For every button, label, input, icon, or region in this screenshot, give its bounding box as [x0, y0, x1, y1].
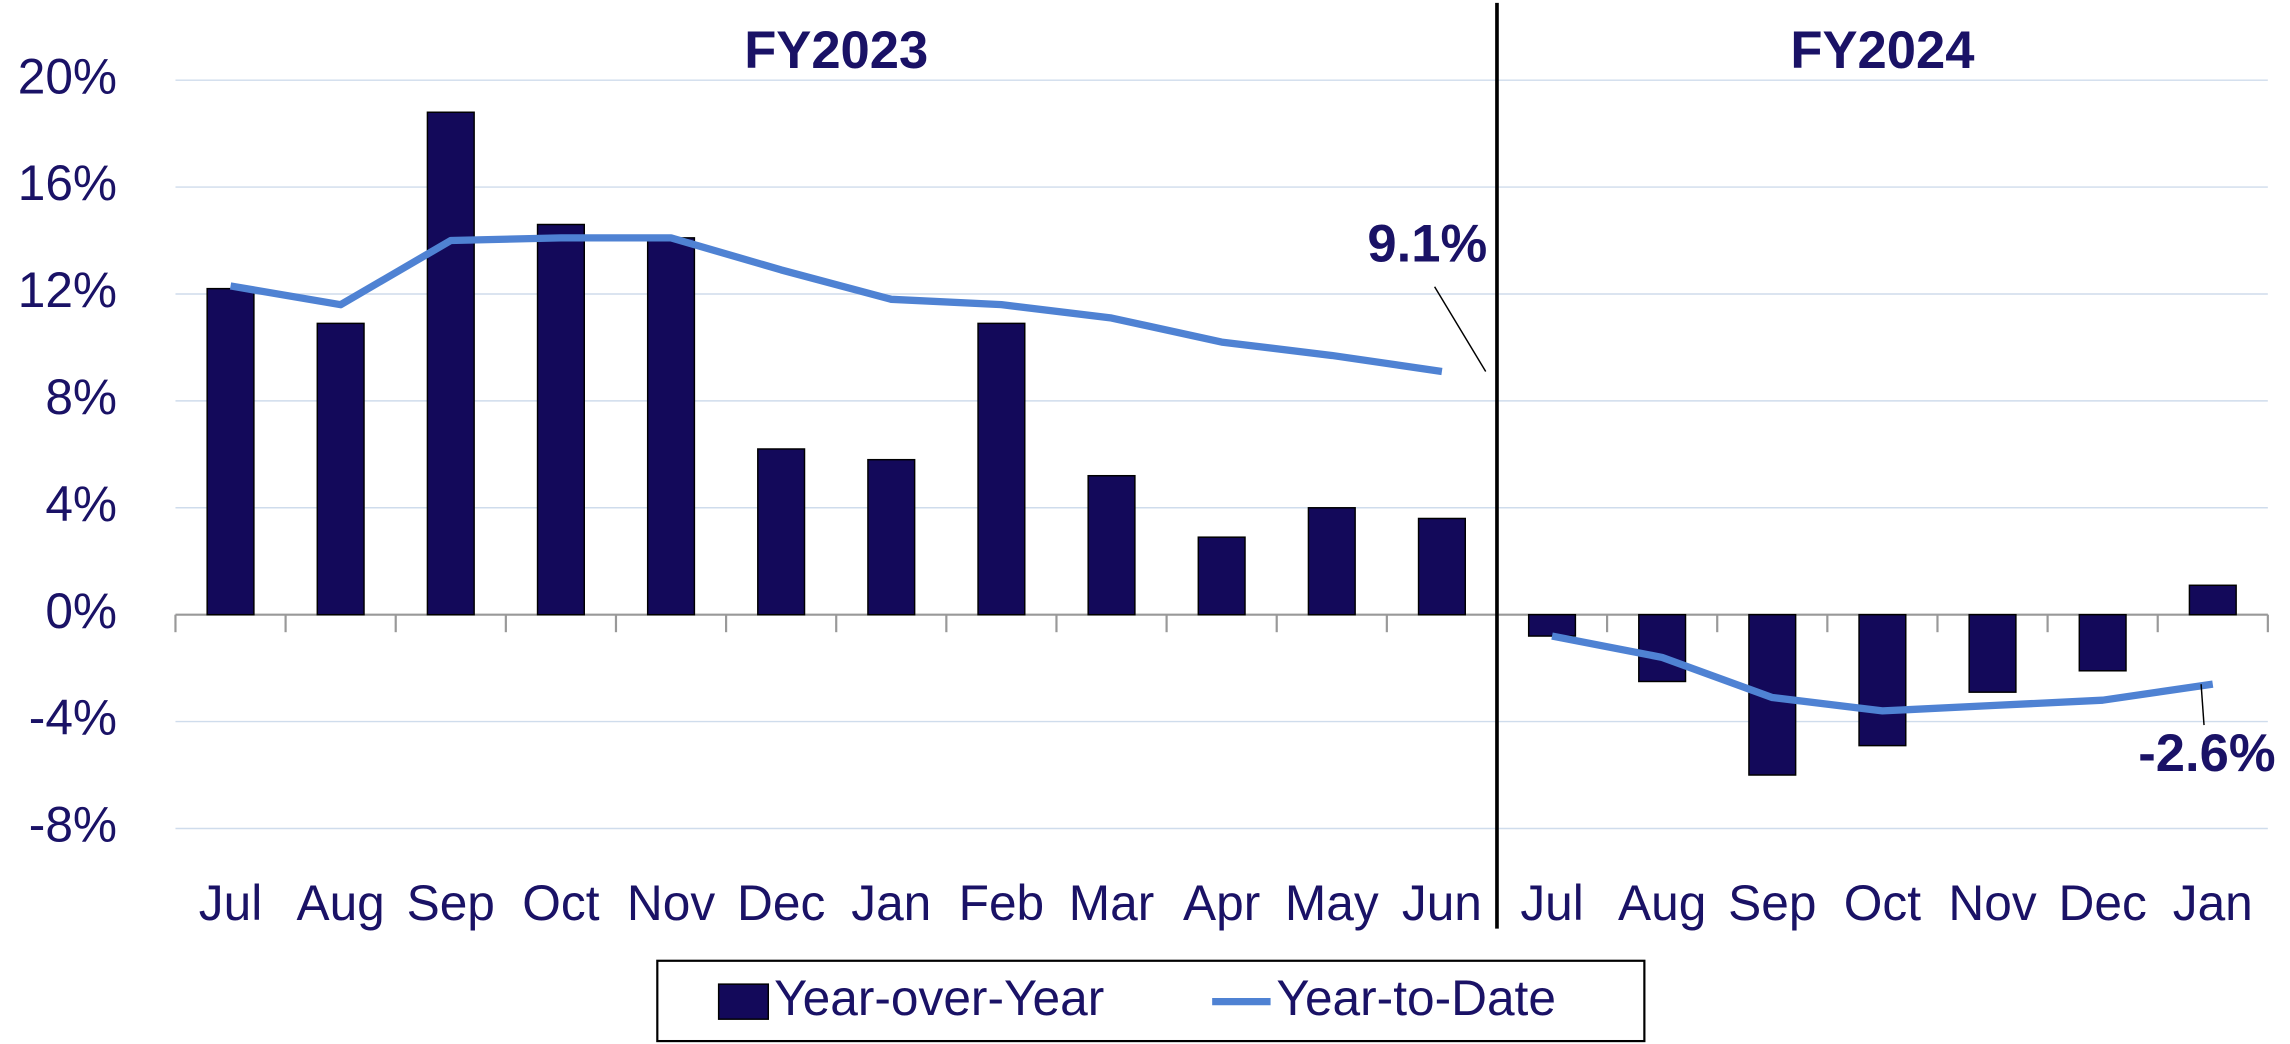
y-tick-label: 16%	[18, 155, 117, 211]
bar	[1858, 613, 1907, 747]
y-tick-label: 12%	[18, 262, 117, 318]
x-tick-label: Apr	[1183, 875, 1260, 931]
line	[229, 234, 2214, 715]
group-label: FY2024	[1790, 21, 1974, 80]
x-tick-label: Oct	[522, 875, 599, 931]
bar	[206, 287, 255, 616]
bar	[1197, 536, 1246, 616]
x-tick-label: May	[1285, 875, 1379, 931]
data-label: -2.6%	[2138, 724, 2275, 783]
bar	[757, 448, 806, 616]
x-tick-label: Sep	[407, 875, 495, 931]
bar	[1968, 613, 2017, 693]
legend-box	[656, 959, 1646, 1043]
x-tick-label: Mar	[1069, 875, 1154, 931]
bar	[1087, 474, 1136, 616]
y-tick-label: 20%	[18, 48, 117, 104]
x-tick-label: Jan	[851, 875, 931, 931]
y-tick-label: 8%	[45, 369, 117, 425]
x-tick-label: Jan	[2173, 875, 2253, 931]
legend-label: Year-over-Year	[774, 970, 1104, 1026]
x-tick-label: Sep	[1728, 875, 1816, 931]
y-tick-label: -4%	[29, 690, 117, 746]
bar	[2078, 613, 2127, 672]
group-label: FY2023	[744, 21, 928, 80]
x-tick-label: Feb	[959, 875, 1045, 931]
x-tick-label: Jul	[199, 875, 262, 931]
bar	[316, 322, 365, 616]
legend-swatch	[717, 983, 770, 1020]
x-tick-label: Aug	[296, 875, 384, 931]
x-tick-label: Nov	[627, 875, 715, 931]
x-tick-label: Jul	[1520, 875, 1583, 931]
bar	[1527, 613, 1577, 637]
leader-line	[2200, 684, 2205, 726]
x-tick-label: Dec	[2059, 875, 2147, 931]
bar	[536, 223, 585, 616]
bar	[426, 111, 475, 616]
x-tick-label: Jun	[1402, 875, 1482, 931]
bar	[2188, 584, 2237, 616]
bar	[1307, 507, 1356, 616]
bar	[1638, 613, 1687, 683]
bar	[646, 237, 696, 616]
data-label: 9.1%	[1367, 214, 1487, 273]
bar	[867, 458, 916, 616]
x-tick-label: Aug	[1618, 875, 1706, 931]
y-tick-label: 0%	[45, 583, 117, 639]
bar	[1417, 517, 1467, 616]
bar	[977, 322, 1026, 616]
x-tick-label: Dec	[737, 875, 825, 931]
leader-line	[1433, 286, 1487, 372]
y-tick-label: 4%	[45, 476, 117, 532]
x-tick-label: Nov	[1948, 875, 2036, 931]
legend-label: Year-to-Date	[1276, 970, 1556, 1026]
x-tick-label: Oct	[1844, 875, 1921, 931]
y-tick-label: -8%	[29, 797, 117, 853]
